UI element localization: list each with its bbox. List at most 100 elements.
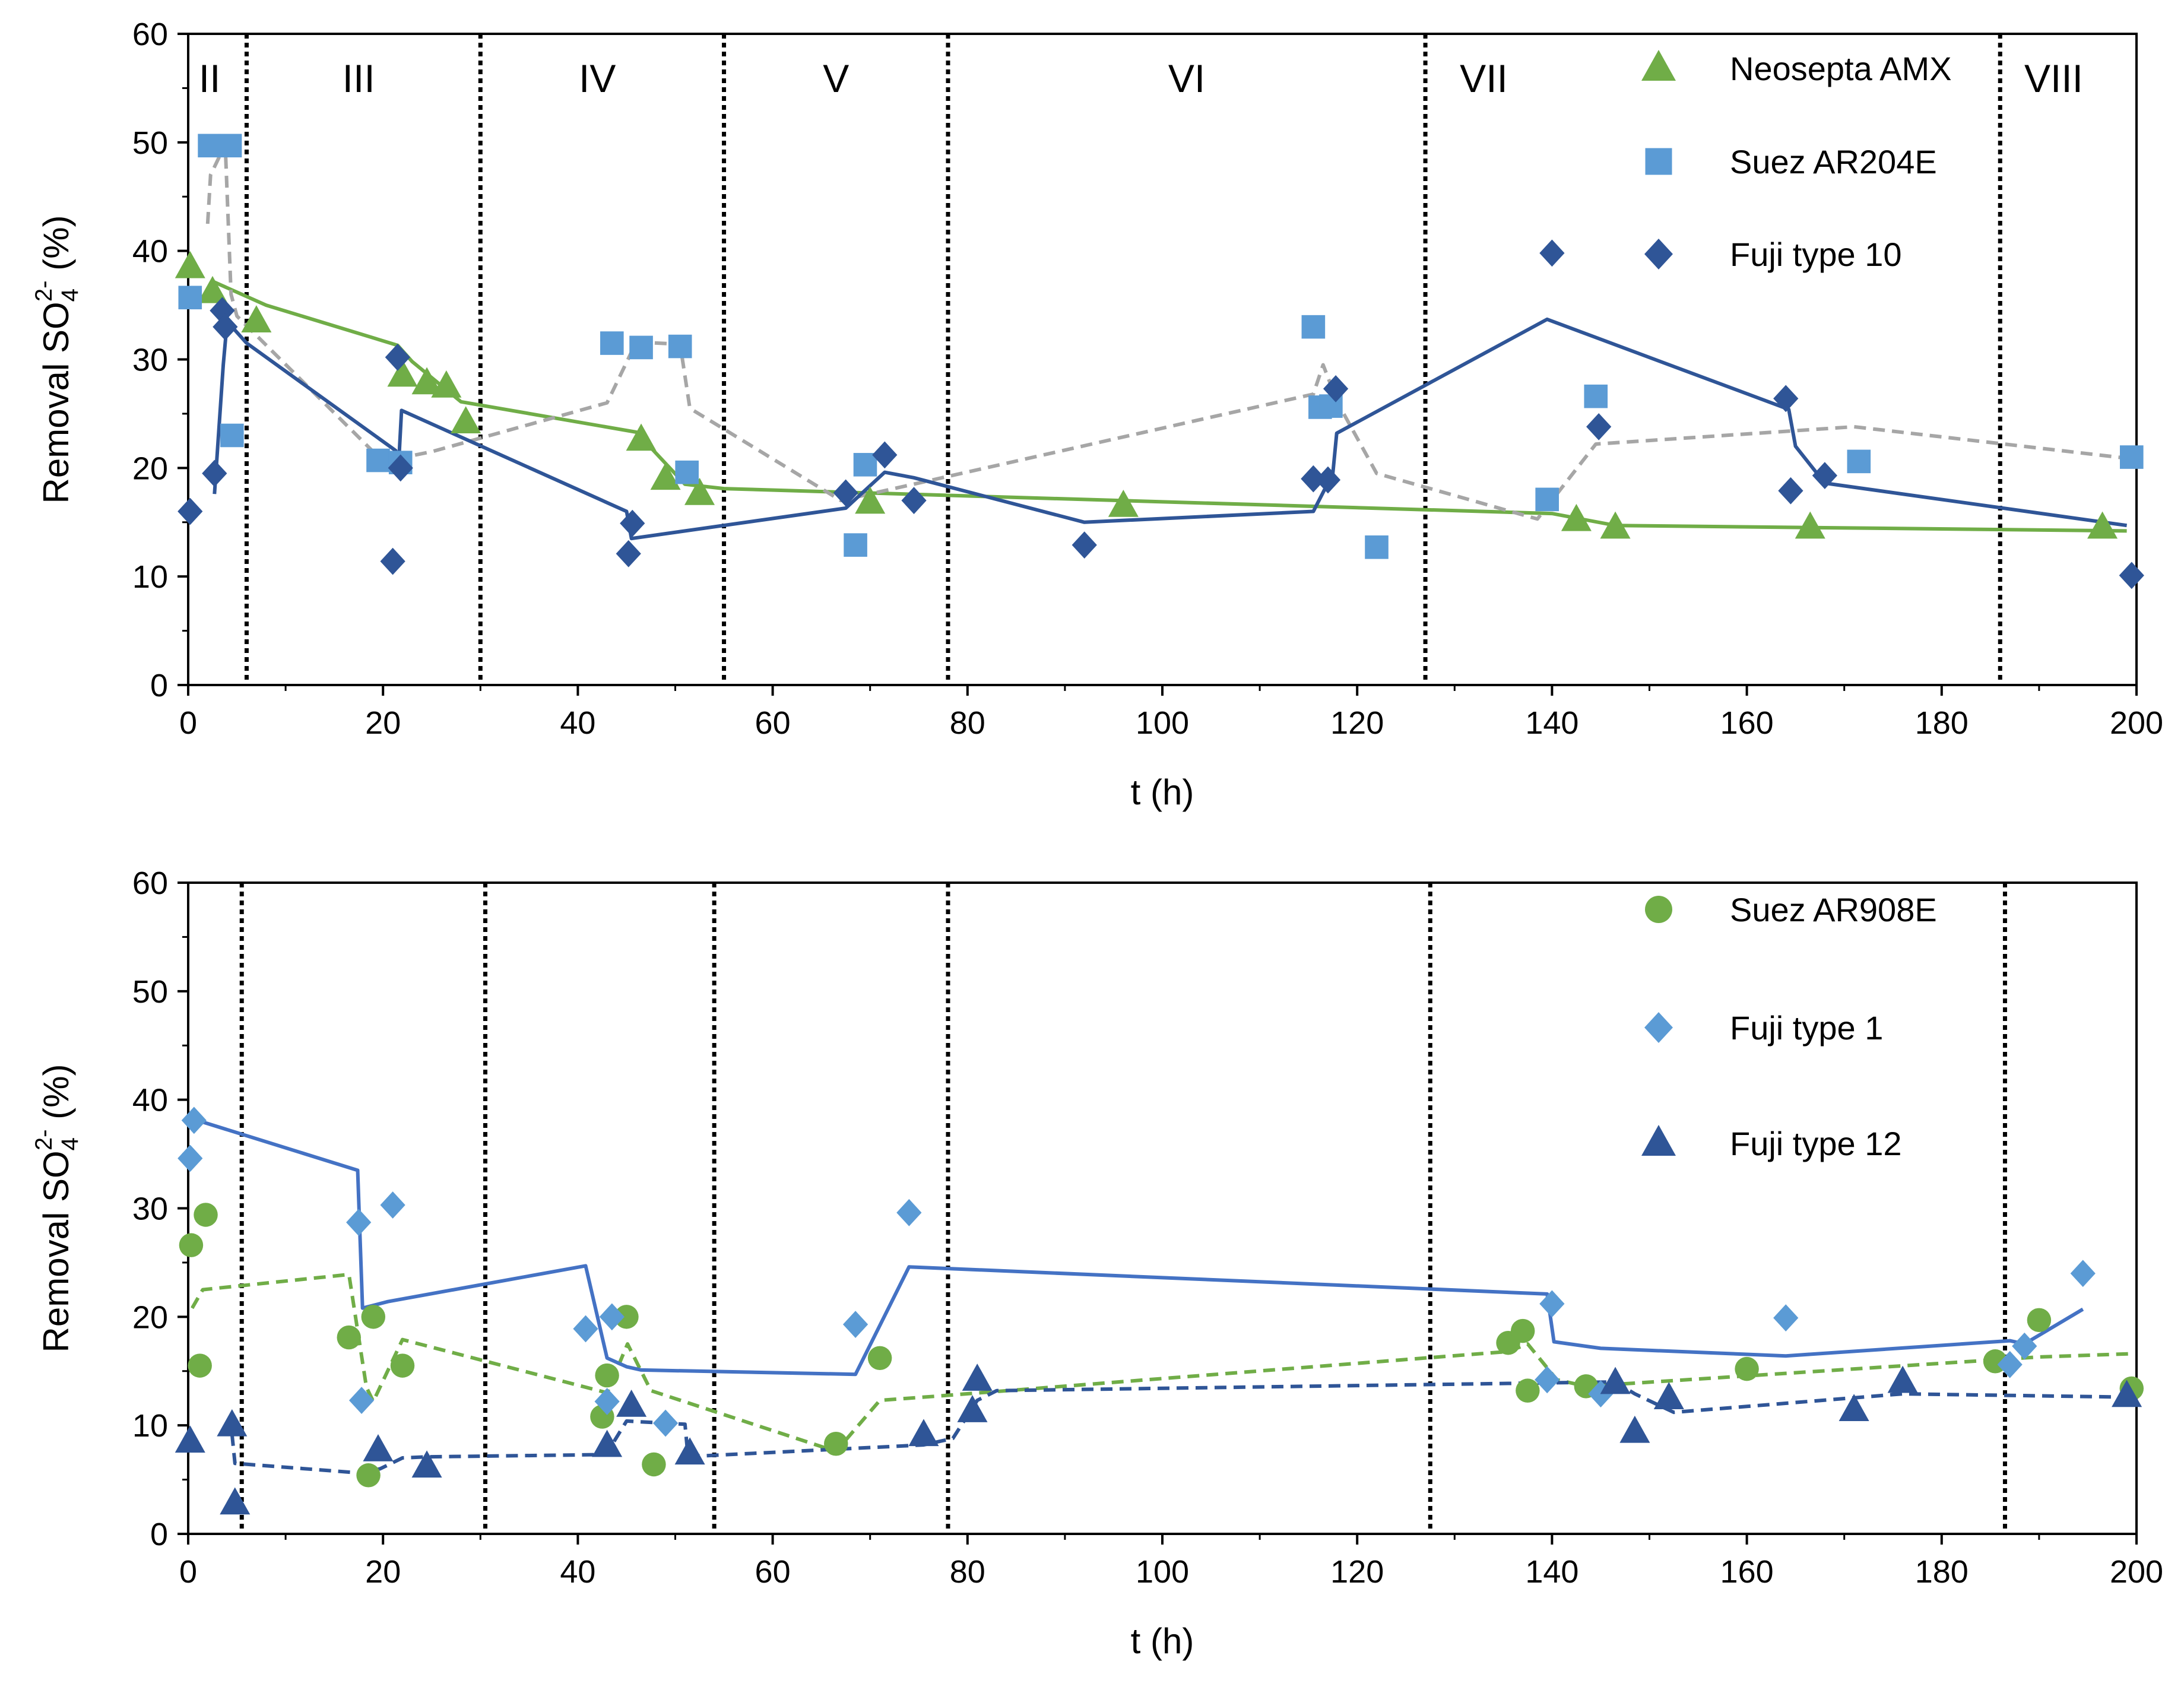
y-tick-label: 50 [132,974,168,1010]
data-point [1778,477,1803,505]
data-point [867,1346,892,1371]
phase-label: VII [1460,56,1508,100]
phase-label: II [199,56,221,100]
data-point [1301,315,1326,339]
data-point [855,486,886,514]
y-tick-label: 20 [132,1299,168,1335]
x-tick-label: 100 [1136,1554,1189,1590]
x-tick-label: 140 [1525,705,1578,741]
y-tick-label: 30 [132,1191,168,1227]
data-point [1535,487,1559,512]
legend-marker [1644,1012,1673,1043]
data-point [675,460,699,484]
legend-label: Suez AR204E [1730,143,1937,180]
legend-marker [1641,1125,1676,1156]
data-point [1323,375,1349,402]
data-point [1586,413,1612,440]
data-point [1600,1366,1631,1394]
y-axis-title: Removal SO42- (%) [31,1064,83,1353]
x-tick-label: 80 [950,705,985,741]
y-tick-label: 40 [132,1083,168,1118]
legend-marker [1644,239,1673,269]
data-point [901,487,927,515]
x-tick-label: 40 [560,705,595,741]
data-point [217,1409,248,1437]
data-point [411,367,442,395]
legend-label: Neosepta AMX [1730,50,1952,87]
x-tick-label: 60 [755,705,791,741]
data-point [2119,445,2144,469]
phase-label: VI [1168,56,1205,100]
data-point [1839,1394,1869,1422]
y-tick-label: 50 [132,125,168,161]
phase-label: IV [579,56,616,100]
data-point [896,1198,922,1226]
data-point [2070,1260,2096,1288]
data-point [387,359,418,387]
y-axis-title: Removal SO42- (%) [31,215,83,504]
data-point [2027,1308,2052,1333]
x-tick-label: 100 [1136,705,1189,741]
data-point [2012,1332,2037,1360]
y-tick-label: 30 [132,343,168,378]
data-point [1600,511,1631,539]
data-point [1108,490,1139,517]
bottom-panel: 0 10 20 30 40 50 60 0 20 40 60 80 100 120 140 160 180 200… [31,865,2163,1661]
y-tick-label: 20 [132,451,168,486]
data-point [1535,1366,1560,1394]
data-point [1301,465,1326,493]
legend-marker [1641,50,1676,81]
data-point [629,335,653,360]
legend-label: Fuji type 12 [1730,1125,1902,1162]
data-point [1561,503,1592,531]
data-point [356,1463,381,1488]
data-point [1315,466,1341,494]
data-point [1847,449,1871,474]
data-point [175,1425,205,1453]
data-point [2087,511,2118,539]
data-point [177,497,203,525]
x-tick-label: 120 [1330,1554,1384,1590]
data-point [1365,535,1389,559]
data-point [202,459,227,487]
y-tick-label: 60 [132,17,168,52]
y-tick-label: 10 [132,1408,168,1444]
phase-label: III [343,56,375,100]
legend-label: Suez AR908E [1730,891,1937,928]
data-point [614,1305,639,1329]
legend-label: Fuji type 10 [1730,236,1902,273]
data-point [1653,1382,1684,1409]
data-point [197,275,228,303]
x-tick-label: 20 [365,1554,401,1590]
data-point [366,448,390,473]
x-tick-label: 140 [1525,1554,1578,1590]
data-point [824,1432,848,1456]
data-point [2119,562,2144,589]
data-point [652,1409,679,1437]
x-axis-title: t (h) [1131,1621,1194,1661]
data-point [668,334,692,359]
x-tick-label: 0 [179,1554,197,1590]
y-tick-label: 60 [132,865,168,901]
data-point [626,423,657,451]
y-tick-label: 0 [150,668,168,703]
data-point [388,454,413,482]
data-point [1773,1304,1799,1332]
data-point [188,1353,212,1378]
data-point [346,1209,372,1236]
data-point [1619,1415,1650,1443]
data-point [178,286,202,310]
x-tick-label: 200 [2110,705,2163,741]
data-point [380,547,405,575]
data-point [962,1364,993,1391]
data-point [220,423,244,448]
y-tick-label: 40 [132,234,168,269]
trend-line [191,1273,2132,1453]
x-tick-label: 180 [1915,705,1969,741]
data-point [616,1389,647,1417]
data-point [642,1452,666,1477]
legend-label: Fuji type 1 [1730,1009,1883,1047]
data-point [431,370,462,398]
phase-label: VIII [2024,56,2083,100]
